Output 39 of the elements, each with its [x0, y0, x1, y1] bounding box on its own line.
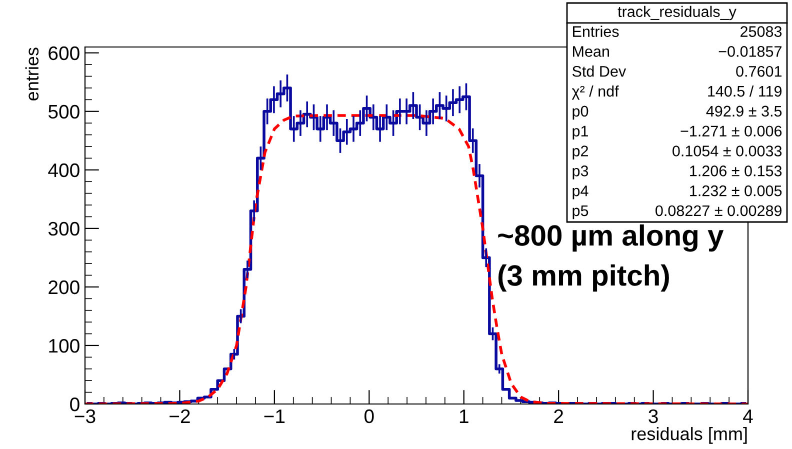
annotation: χ² / ndf	[572, 85, 619, 100]
x-tick-label: 2	[554, 409, 564, 423]
text: 25083	[740, 26, 782, 37]
annotation: p4	[572, 186, 588, 200]
y-tick-label: 600	[48, 46, 80, 60]
annotation: p3	[572, 166, 588, 180]
annotation: Mean	[573, 46, 609, 57]
annotation: 1.232 ± 0.005	[690, 185, 782, 196]
x-tick-label: 1	[460, 410, 468, 423]
annotation: 140.5 / 119	[708, 85, 782, 97]
annotation: p0	[572, 106, 588, 120]
annotation: 0.7601	[736, 66, 782, 77]
y-tick-label: 0	[70, 397, 80, 412]
y-tick-label: 200	[48, 280, 80, 294]
annotation: 1.206 ± 0.153	[690, 166, 782, 176]
y-axis-title: entries	[25, 48, 39, 100]
annotation: p1	[572, 126, 588, 140]
annotation: 0.08227 ± 0.00289	[656, 205, 782, 216]
annotation: ~800 µm along y (3 mm pitch)	[498, 224, 724, 292]
y-tick-label: 500	[48, 104, 80, 119]
annotation: Std Dev	[572, 66, 626, 77]
x-tick-label: −1	[264, 410, 285, 423]
y-tick-label: 400	[48, 163, 80, 178]
x-tick-label: −3	[74, 409, 96, 424]
text: track_residuals_y	[618, 6, 736, 20]
x-axis-title: residuals [mm]	[632, 426, 747, 444]
x-tick-label: 3	[648, 409, 658, 424]
x-tick-label: −2	[170, 409, 190, 423]
text: Entries	[573, 26, 619, 37]
annotation: p5	[572, 205, 588, 220]
x-tick-label: 4	[743, 410, 753, 423]
annotation: 0.1054 ± 0.0033	[672, 146, 782, 156]
annotation: p2	[572, 146, 588, 160]
annotation: −1.271 ± 0.006	[680, 126, 782, 137]
annotation: 492.9 ± 3.5	[706, 106, 782, 117]
y-tick-label: 100	[49, 338, 80, 353]
x-tick-label: 0	[364, 409, 374, 424]
y-tick-label: 300	[48, 222, 80, 236]
annotation: −0.01857	[718, 46, 782, 57]
